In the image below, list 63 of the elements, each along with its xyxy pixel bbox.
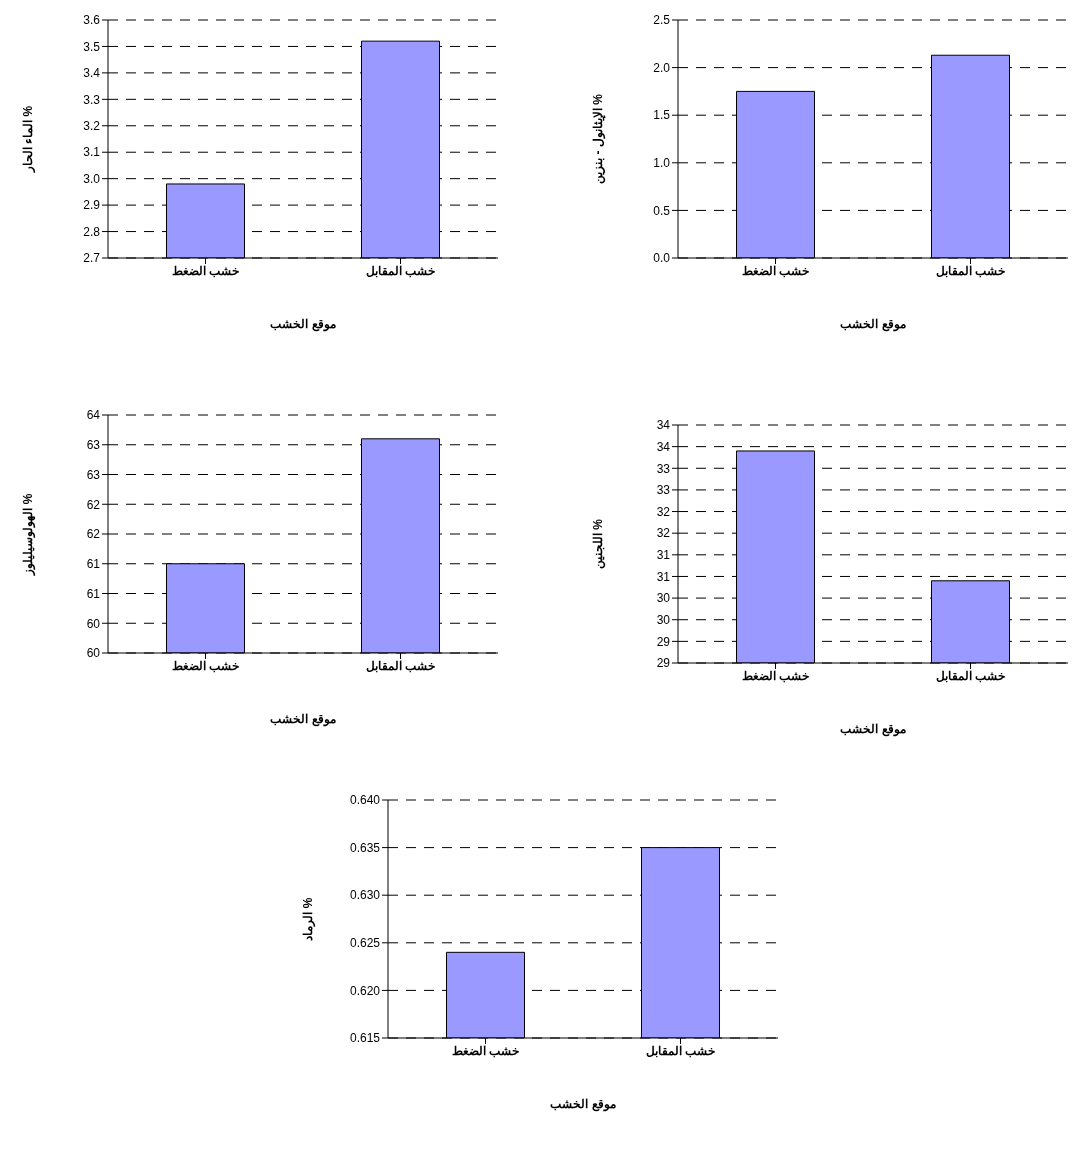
x-tick-label: خشب المقابل [365, 658, 436, 673]
y-tick-label: 3.0 [83, 171, 101, 186]
y-axis-title: الماء الحار % [21, 105, 37, 174]
x-tick-label: خشب المقابل [935, 263, 1006, 278]
y-tick-label: 2.7 [83, 251, 101, 266]
y-tick-label: 3.1 [83, 145, 101, 160]
x-tick-label: خشب الضغط [171, 263, 240, 278]
y-tick-label: 0.615 [349, 1031, 381, 1046]
y-tick-label: 31 [656, 548, 671, 563]
y-tick-label: 1.0 [653, 156, 671, 171]
y-tick-label: 63 [86, 438, 101, 453]
x-tick-label: خشب الضغط [171, 658, 240, 673]
y-tick-label: 0.5 [653, 203, 671, 218]
y-tick-label: 0.630 [349, 888, 381, 903]
y-tick-label: 30 [656, 612, 671, 627]
x-axis-title: موقع الخشب [840, 722, 906, 737]
x-axis-title: موقع الخشب [840, 317, 906, 332]
y-tick-label: 60 [86, 616, 101, 631]
y-tick-label: 0.635 [349, 840, 381, 855]
x-tick-label: خشب الضغط [741, 668, 810, 683]
x-axis-title: موقع الخشب [270, 317, 336, 332]
y-axis-title: اللجنين % [591, 518, 607, 570]
y-tick-label: 2.9 [83, 198, 101, 213]
y-tick-label: 32 [656, 526, 671, 541]
x-tick-label: خشب المقابل [935, 668, 1006, 683]
x-tick-label: خشب الضغط [741, 263, 810, 278]
y-tick-label: 3.6 [83, 13, 101, 28]
y-tick-label: 2.5 [653, 13, 671, 28]
y-tick-label: 34 [656, 418, 671, 433]
y-tick-label: 31 [656, 569, 671, 584]
y-tick-label: 2.0 [653, 60, 671, 75]
x-tick-label: خشب الضغط [451, 1043, 520, 1058]
y-tick-label: 33 [656, 461, 671, 476]
y-tick-label: 0.0 [653, 251, 671, 266]
y-tick-label: 3.3 [83, 92, 101, 107]
y-tick-label: 0.640 [349, 793, 381, 808]
y-tick-label: 30 [656, 591, 671, 606]
y-tick-label: 62 [86, 527, 101, 542]
y-tick-label: 61 [86, 557, 101, 572]
y-tick-label: 32 [656, 504, 671, 519]
x-tick-label: خشب المقابل [645, 1043, 716, 1058]
y-tick-label: 3.5 [83, 39, 101, 54]
y-tick-label: 34 [656, 439, 671, 454]
y-tick-label: 1.5 [653, 108, 671, 123]
y-tick-label: 61 [86, 586, 101, 601]
y-tick-label: 3.4 [83, 66, 101, 81]
y-tick-label: 63 [86, 467, 101, 482]
y-tick-label: 33 [656, 483, 671, 498]
y-tick-label: 60 [86, 646, 101, 661]
x-axis-title: موقع الخشب [270, 712, 336, 727]
y-tick-label: 64 [86, 408, 101, 423]
x-tick-label: خشب المقابل [365, 263, 436, 278]
y-axis-title: الهولوسيليلوز % [21, 493, 37, 576]
y-tick-label: 0.620 [349, 983, 381, 998]
y-tick-label: 29 [656, 656, 671, 671]
y-tick-label: 29 [656, 634, 671, 649]
y-tick-label: 62 [86, 497, 101, 512]
y-tick-label: 3.2 [83, 119, 101, 134]
y-axis-title: الإيثانول - بنزين % [591, 93, 607, 184]
y-tick-label: 0.625 [349, 936, 381, 951]
y-axis-title: الرماد % [301, 897, 317, 941]
y-tick-label: 2.8 [83, 224, 101, 239]
x-axis-title: موقع الخشب [550, 1097, 616, 1112]
